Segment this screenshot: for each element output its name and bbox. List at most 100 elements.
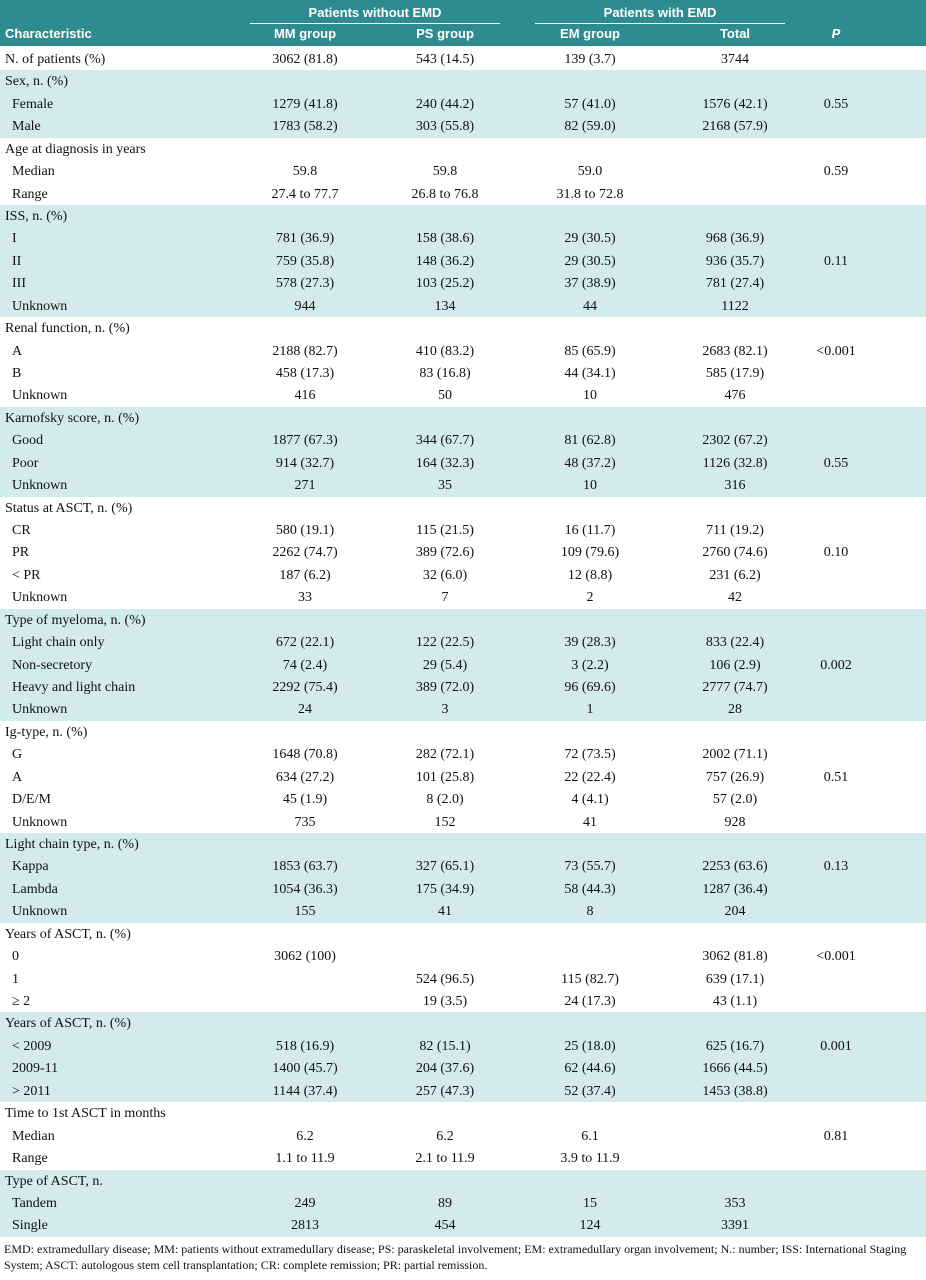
cell: 1287 (36.4): [702, 881, 768, 897]
cell: 389 (72.0): [415, 680, 475, 696]
cell: 29 (30.5): [564, 253, 616, 269]
cell: 134: [434, 298, 456, 314]
cell: 2262 (74.7): [272, 545, 338, 561]
cell: 42: [728, 590, 742, 606]
cell: 585 (17.9): [705, 366, 765, 382]
cell: 50: [438, 388, 452, 404]
cell: 62 (44.6): [564, 1061, 616, 1077]
p-value: 0.13: [823, 859, 849, 875]
cell: 106 (2.9): [709, 657, 761, 673]
cell: 1400 (45.7): [272, 1061, 338, 1077]
cell: 175 (34.9): [415, 881, 475, 897]
row-label: Poor: [12, 455, 39, 471]
cell: 59.0: [577, 164, 603, 180]
cell: 1576 (42.1): [702, 96, 768, 112]
group-label: Years of ASCT, n. (%): [5, 1016, 131, 1032]
cell: 83 (16.8): [419, 366, 471, 382]
row-label: Median: [12, 1128, 55, 1144]
row-label: D/E/M: [12, 792, 51, 808]
cell: 1054 (36.3): [272, 881, 338, 897]
cell: 152: [434, 814, 456, 830]
row-label: < 2009: [12, 1038, 52, 1054]
row-label: 2009-11: [12, 1061, 59, 1077]
row-label: Light chain only: [12, 635, 105, 651]
cell: 103 (25.2): [415, 276, 475, 292]
cell: 52 (37.4): [564, 1083, 616, 1099]
row-label: < PR: [12, 567, 41, 583]
cell: 59.8: [432, 164, 458, 180]
cell: 1648 (70.8): [272, 747, 338, 763]
row-label: A: [12, 769, 23, 785]
p-value: 0.55: [823, 455, 849, 471]
row-label: ≥ 2: [12, 994, 31, 1010]
column-header: MM group: [273, 26, 337, 41]
cell: 122 (22.5): [415, 635, 475, 651]
cell: 1: [586, 702, 594, 718]
cell: 73 (55.7): [564, 859, 616, 875]
group-label: Years of ASCT, n. (%): [5, 926, 131, 942]
group-band: [0, 205, 926, 318]
cell: 672 (22.1): [275, 635, 335, 651]
cell: 58 (44.3): [564, 881, 616, 897]
p-value: 0.11: [824, 253, 848, 269]
cell: 45 (1.9): [282, 792, 328, 808]
cell: 458 (17.3): [275, 366, 335, 382]
group-label: Renal function, n. (%): [5, 321, 130, 337]
row-label: Heavy and light chain: [12, 680, 136, 696]
group-label: Type of myeloma, n. (%): [5, 612, 146, 628]
cell: 8 (2.0): [426, 792, 464, 808]
cell: 1279 (41.8): [272, 96, 338, 112]
cell: 2302 (67.2): [702, 433, 768, 449]
row-label: B: [12, 366, 22, 382]
cell: 10: [583, 478, 597, 494]
cell: 2.1 to 11.9: [415, 1151, 475, 1167]
p-value: 0.81: [823, 1128, 849, 1144]
row-label: 0: [12, 949, 19, 965]
cell: 19 (3.5): [422, 994, 468, 1010]
span-header: Patients without EMD: [308, 5, 442, 20]
group-band: [0, 1169, 926, 1237]
row-label: Tandem: [12, 1195, 57, 1211]
cell: 29 (30.5): [564, 231, 616, 247]
cell: 316: [724, 478, 746, 494]
p-value: 0.51: [823, 769, 849, 785]
cell: 2: [586, 590, 594, 606]
cell: 1453 (38.8): [702, 1083, 768, 1099]
cell: 524 (96.5): [415, 971, 475, 987]
cell: 476: [724, 388, 746, 404]
group-label: Karnofsky score, n. (%): [5, 410, 140, 426]
cell: 4 (4.1): [571, 792, 609, 808]
header-band: Patients without EMD Patients with EMD C…: [0, 0, 926, 46]
cell: 26.8 to 76.8: [411, 186, 479, 202]
cell: 39 (28.3): [564, 635, 616, 651]
group-label: N. of patients (%): [5, 52, 106, 67]
row-label: Unknown: [12, 590, 68, 606]
cell: 781 (27.4): [705, 276, 765, 292]
row-label: Lambda: [12, 881, 58, 897]
cell: 1666 (44.5): [702, 1061, 768, 1077]
cell: 416: [294, 388, 316, 404]
cell: 1877 (67.3): [272, 433, 338, 449]
cell: 48 (37.2): [564, 455, 616, 471]
cell: 28: [728, 702, 742, 718]
cell: 6.2: [436, 1128, 454, 1144]
column-header: EM group: [560, 26, 620, 41]
cell: 204 (37.6): [415, 1061, 475, 1077]
row-label: A: [12, 343, 23, 359]
p-value: 0.001: [820, 1038, 852, 1054]
cell: 72 (73.5): [564, 747, 616, 763]
cell: 944: [294, 298, 316, 314]
row-label: PR: [12, 545, 30, 561]
row-label: Non-secretory: [12, 657, 93, 673]
cell: 1783 (58.2): [272, 119, 338, 135]
group-label: Type of ASCT, n.: [5, 1173, 103, 1189]
cell: 24 (17.3): [564, 994, 616, 1010]
cell: 24: [298, 702, 312, 718]
cell: 1144 (37.4): [272, 1083, 338, 1099]
row-label: 1: [12, 971, 19, 987]
row-label: Unknown: [12, 388, 68, 404]
group-label: Ig-type, n. (%): [5, 724, 88, 740]
cell: 115 (21.5): [416, 523, 474, 539]
cell: 3062 (81.8): [272, 52, 338, 67]
